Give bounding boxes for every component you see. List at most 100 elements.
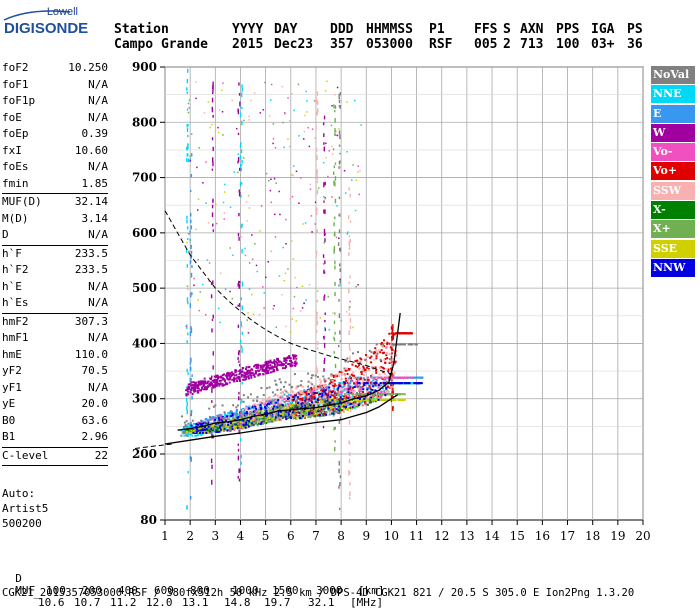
echo-streak-point <box>348 235 351 238</box>
echo-streak-point <box>338 460 341 466</box>
param-row-hes: h`Es N/A <box>2 295 108 312</box>
echo-point <box>212 384 215 387</box>
echo-point <box>288 397 291 400</box>
echo-point <box>207 431 210 434</box>
echo-point <box>241 374 244 377</box>
echo-point <box>195 381 198 384</box>
echo-point <box>372 400 375 403</box>
echo-point <box>352 391 355 394</box>
param-label: yF1 <box>2 380 22 394</box>
echo-point <box>290 414 293 417</box>
echo-point <box>377 349 380 352</box>
echo-point <box>360 390 363 393</box>
legend-item-nne: NNE <box>651 85 695 104</box>
echo-point <box>211 430 214 433</box>
echo-streak-point <box>190 272 193 277</box>
echo-streak-point <box>237 304 239 307</box>
param-label: B1 <box>2 430 16 443</box>
echo-point <box>259 408 262 411</box>
echo-point <box>273 365 276 368</box>
echo-point <box>265 363 268 366</box>
echo-point <box>302 396 305 399</box>
echo-point <box>297 401 300 404</box>
echo-point <box>213 430 216 433</box>
echo-point <box>228 424 231 427</box>
echo-scatter-point <box>229 290 231 293</box>
echo-point <box>232 418 235 421</box>
echo-scatter-point <box>293 295 296 298</box>
echo-point <box>215 417 218 420</box>
echo-point <box>333 393 336 396</box>
echo-point <box>238 378 241 381</box>
echo-point <box>337 405 340 408</box>
echo-point <box>210 383 213 386</box>
echo-point <box>260 409 263 412</box>
echo-streak-point <box>392 337 395 340</box>
echo-point <box>281 367 284 370</box>
echo-streak-point <box>348 187 350 191</box>
echo-streak-point <box>241 84 243 88</box>
echo-point <box>330 398 333 401</box>
echo-point <box>303 406 306 409</box>
echo-point <box>276 406 279 409</box>
echo-point <box>362 366 365 369</box>
echo-streak-point <box>186 215 188 220</box>
echo-point <box>320 411 323 414</box>
echo-point <box>360 382 363 385</box>
echo-point <box>390 332 393 335</box>
y-tick-label: 500 <box>132 281 157 295</box>
param-label: foF2 <box>2 61 29 74</box>
echo-streak-point <box>316 311 318 315</box>
echo-point <box>263 420 266 423</box>
echo-point <box>225 425 228 428</box>
echo-streak-point <box>334 363 337 369</box>
echo-streak-point <box>186 264 188 268</box>
echo-point <box>362 390 365 393</box>
echo-point <box>225 415 228 418</box>
echo-streak-point <box>211 168 214 171</box>
echo-point <box>211 379 214 382</box>
echo-point <box>386 398 389 401</box>
echo-point <box>354 365 357 368</box>
echo-point <box>252 423 255 426</box>
echo-point <box>291 364 294 367</box>
echo-streak-point <box>212 280 214 285</box>
echo-streak-point <box>338 299 340 302</box>
echo-streak-point <box>323 294 326 298</box>
echo-scatter-point <box>253 92 256 94</box>
echo-point <box>312 393 315 396</box>
x-tick-label: 5 <box>262 529 270 543</box>
echo-point <box>287 393 290 396</box>
echo-point <box>245 408 248 411</box>
echo-point <box>293 373 296 376</box>
echo-point <box>376 352 379 355</box>
echo-point <box>248 371 251 374</box>
echo-point <box>201 432 204 435</box>
x-tick-label: 18 <box>585 529 600 543</box>
echo-point <box>200 424 203 427</box>
plot-curves <box>134 210 401 449</box>
echo-point <box>279 412 282 415</box>
echo-scatter-point <box>197 209 199 211</box>
echo-point <box>318 395 321 398</box>
echo-streak-point <box>191 374 193 377</box>
echo-scatter-point <box>358 193 360 196</box>
echo-point <box>212 426 215 429</box>
echo-point <box>338 408 341 411</box>
echo-point <box>185 394 188 397</box>
echo-point <box>208 427 211 430</box>
echo-scatter-point <box>269 189 272 192</box>
header-ps-value: 36 <box>627 37 643 52</box>
echo-streak-point <box>323 296 325 301</box>
echo-streak-point <box>392 333 394 337</box>
echo-point <box>337 408 340 411</box>
echo-point <box>282 414 285 417</box>
echo-point <box>367 376 370 379</box>
echo-point <box>185 434 188 437</box>
echo-streak-point <box>333 248 335 254</box>
echo-scatter-point <box>335 134 337 136</box>
echo-point <box>299 384 302 387</box>
echo-scatter-point <box>338 128 340 130</box>
echo-scatter-point <box>272 137 275 140</box>
echo-point <box>257 374 260 377</box>
